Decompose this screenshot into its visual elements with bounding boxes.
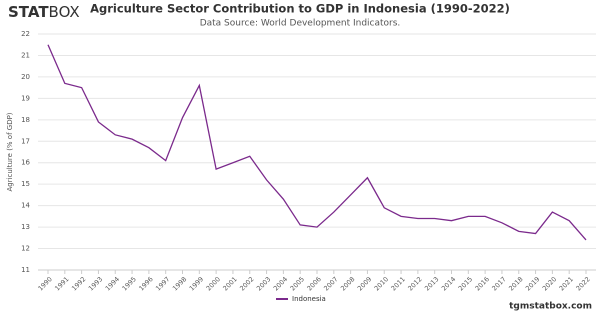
chart-subtitle: Data Source: World Development Indicator…	[200, 19, 401, 29]
x-tick-label: 2005	[289, 275, 306, 292]
x-tick-label: 2020	[541, 275, 558, 292]
x-tick-label: 2012	[406, 275, 423, 292]
chart-title: Agriculture Sector Contribution to GDP i…	[90, 2, 510, 16]
x-tick-label: 2011	[390, 275, 407, 292]
y-tick-label: 20	[21, 73, 30, 81]
x-tick-label: 2009	[356, 275, 373, 292]
y-tick-label: 14	[21, 202, 30, 210]
x-tick-label: 1990	[36, 275, 53, 292]
x-tick-label: 2002	[238, 275, 255, 292]
x-tick-label: 1994	[104, 275, 121, 292]
x-tick-label: 2006	[305, 275, 322, 292]
x-tick-label: 2000	[205, 275, 222, 292]
y-tick-label: 17	[21, 137, 30, 145]
logo-bold: STAT	[8, 3, 49, 21]
y-tick-label: 16	[21, 159, 30, 167]
x-tick-label: 2003	[255, 275, 272, 292]
x-tick-label: 2018	[507, 275, 524, 292]
x-tick-label: 2001	[221, 275, 238, 292]
y-tick-label: 22	[21, 30, 30, 38]
x-tick-label: 1993	[87, 275, 104, 292]
y-tick-label: 11	[21, 266, 30, 274]
x-tick-label: 1999	[188, 275, 205, 292]
x-tick-label: 2014	[440, 275, 457, 292]
x-tick-label: 2021	[558, 275, 575, 292]
y-tick-label: 15	[21, 180, 30, 188]
x-tick-label: 2004	[272, 275, 289, 292]
y-tick-label: 13	[21, 223, 30, 231]
x-tick-label: 1998	[171, 275, 188, 292]
x-tick-label: 2010	[373, 275, 390, 292]
logo-light: BOX	[49, 3, 80, 21]
x-tick-label: 1997	[154, 275, 171, 292]
x-tick-label: 2008	[339, 275, 356, 292]
x-tick-label: 1995	[121, 275, 138, 292]
y-tick-label: 18	[21, 116, 30, 124]
y-tick-label: 19	[21, 94, 30, 102]
x-tick-label: 1992	[70, 275, 87, 292]
footer: tgmstatbox.com	[509, 302, 592, 312]
x-tick-label: 2015	[457, 275, 474, 292]
y-tick-label: 12	[21, 245, 30, 253]
x-tick-label: 2022	[574, 275, 591, 292]
x-tick-label: 2017	[490, 275, 507, 292]
x-tick-label: 1996	[137, 275, 154, 292]
x-tick-label: 1991	[53, 275, 70, 292]
x-tick-label: 2013	[423, 275, 440, 292]
y-tick-label: 21	[21, 51, 30, 59]
y-axis-label: Agriculture (% of GDP)	[6, 112, 14, 191]
x-tick-label: 2016	[474, 275, 491, 292]
logo: STATBOX	[8, 3, 80, 21]
data-line	[47, 44, 587, 241]
legend-label: Indonesia	[292, 295, 326, 303]
x-tick-label: 2019	[524, 275, 541, 292]
x-tick-label: 2007	[322, 275, 339, 292]
